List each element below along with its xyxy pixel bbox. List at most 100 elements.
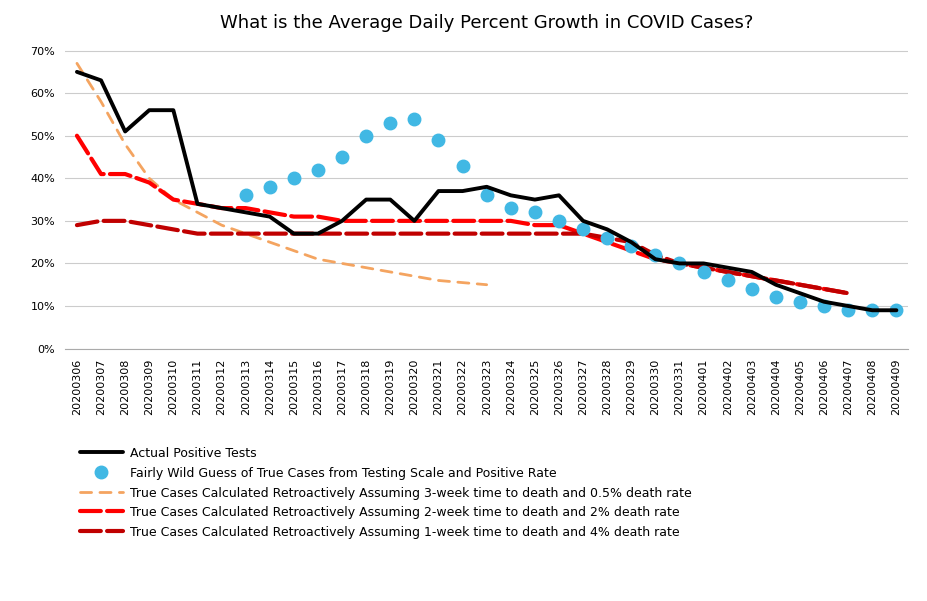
True Cases Calculated Retroactively Assuming 1-week time to death and 4% death rate: [698, 264, 709, 271]
Fairly Wild Guess of True Cases from Testing Scale and Positive Rate: [409, 115, 420, 123]
Actual Positive Tests: [746, 268, 757, 275]
Actual Positive Tests: [578, 217, 589, 224]
Actual Positive Tests: [385, 196, 396, 203]
True Cases Calculated Retroactively Assuming 1-week time to death and 4% death rate: [505, 230, 516, 237]
True Cases Calculated Retroactively Assuming 2-week time to death and 2% death rate: [626, 247, 637, 254]
True Cases Calculated Retroactively Assuming 3-week time to death and 0.5% death rate: [361, 264, 372, 271]
True Cases Calculated Retroactively Assuming 3-week time to death and 0.5% death rate: [288, 247, 299, 254]
True Cases Calculated Retroactively Assuming 3-week time to death and 0.5% death rate: [312, 255, 324, 263]
True Cases Calculated Retroactively Assuming 1-week time to death and 4% death rate: [481, 230, 492, 237]
True Cases Calculated Retroactively Assuming 1-week time to death and 4% death rate: [674, 260, 685, 267]
True Cases Calculated Retroactively Assuming 3-week time to death and 0.5% death rate: [240, 230, 251, 237]
True Cases Calculated Retroactively Assuming 1-week time to death and 4% death rate: [192, 230, 203, 237]
True Cases Calculated Retroactively Assuming 1-week time to death and 4% death rate: [71, 222, 83, 229]
Actual Positive Tests: [337, 217, 348, 224]
True Cases Calculated Retroactively Assuming 2-week time to death and 2% death rate: [312, 213, 324, 220]
True Cases Calculated Retroactively Assuming 2-week time to death and 2% death rate: [746, 273, 757, 280]
True Cases Calculated Retroactively Assuming 2-week time to death and 2% death rate: [794, 281, 806, 288]
Actual Positive Tests: [168, 106, 179, 114]
True Cases Calculated Retroactively Assuming 3-week time to death and 0.5% death rate: [192, 209, 203, 216]
Legend: Actual Positive Tests, Fairly Wild Guess of True Cases from Testing Scale and Po: Actual Positive Tests, Fairly Wild Guess…: [80, 447, 692, 539]
Fairly Wild Guess of True Cases from Testing Scale and Positive Rate: [843, 307, 854, 314]
Line: Fairly Wild Guess of True Cases from Testing Scale and Positive Rate: Fairly Wild Guess of True Cases from Tes…: [239, 112, 903, 317]
Actual Positive Tests: [602, 226, 613, 233]
True Cases Calculated Retroactively Assuming 2-week time to death and 2% death rate: [674, 260, 685, 267]
True Cases Calculated Retroactively Assuming 2-week time to death and 2% death rate: [457, 217, 468, 224]
Fairly Wild Guess of True Cases from Testing Scale and Positive Rate: [457, 162, 468, 169]
Actual Positive Tests: [144, 106, 155, 114]
Fairly Wild Guess of True Cases from Testing Scale and Positive Rate: [288, 175, 299, 182]
True Cases Calculated Retroactively Assuming 3-week time to death and 0.5% death rate: [481, 281, 492, 288]
True Cases Calculated Retroactively Assuming 1-week time to death and 4% death rate: [578, 230, 589, 237]
True Cases Calculated Retroactively Assuming 1-week time to death and 4% death rate: [819, 285, 830, 293]
True Cases Calculated Retroactively Assuming 3-week time to death and 0.5% death rate: [95, 98, 107, 105]
Actual Positive Tests: [433, 188, 444, 195]
Fairly Wild Guess of True Cases from Testing Scale and Positive Rate: [746, 285, 757, 293]
Fairly Wild Guess of True Cases from Testing Scale and Positive Rate: [337, 153, 348, 160]
Actual Positive Tests: [312, 230, 324, 237]
Fairly Wild Guess of True Cases from Testing Scale and Positive Rate: [553, 217, 565, 224]
Fairly Wild Guess of True Cases from Testing Scale and Positive Rate: [794, 298, 806, 305]
True Cases Calculated Retroactively Assuming 1-week time to death and 4% death rate: [553, 230, 565, 237]
True Cases Calculated Retroactively Assuming 2-week time to death and 2% death rate: [481, 217, 492, 224]
True Cases Calculated Retroactively Assuming 1-week time to death and 4% death rate: [529, 230, 540, 237]
True Cases Calculated Retroactively Assuming 2-week time to death and 2% death rate: [120, 171, 131, 178]
Actual Positive Tests: [457, 188, 468, 195]
Actual Positive Tests: [674, 260, 685, 267]
Actual Positive Tests: [867, 307, 878, 314]
True Cases Calculated Retroactively Assuming 3-week time to death and 0.5% death rate: [457, 279, 468, 286]
True Cases Calculated Retroactively Assuming 1-week time to death and 4% death rate: [240, 230, 251, 237]
Actual Positive Tests: [843, 302, 854, 310]
Actual Positive Tests: [95, 77, 107, 84]
True Cases Calculated Retroactively Assuming 1-week time to death and 4% death rate: [626, 239, 637, 246]
True Cases Calculated Retroactively Assuming 2-week time to death and 2% death rate: [819, 285, 830, 293]
True Cases Calculated Retroactively Assuming 1-week time to death and 4% death rate: [361, 230, 372, 237]
Line: True Cases Calculated Retroactively Assuming 3-week time to death and 0.5% death rate: True Cases Calculated Retroactively Assu…: [77, 63, 487, 285]
True Cases Calculated Retroactively Assuming 1-week time to death and 4% death rate: [385, 230, 396, 237]
Actual Positive Tests: [819, 298, 830, 305]
True Cases Calculated Retroactively Assuming 2-week time to death and 2% death rate: [553, 222, 565, 229]
True Cases Calculated Retroactively Assuming 3-week time to death and 0.5% death rate: [264, 239, 275, 246]
Fairly Wild Guess of True Cases from Testing Scale and Positive Rate: [433, 136, 444, 144]
Actual Positive Tests: [120, 128, 131, 135]
True Cases Calculated Retroactively Assuming 2-week time to death and 2% death rate: [409, 217, 420, 224]
True Cases Calculated Retroactively Assuming 1-week time to death and 4% death rate: [650, 251, 661, 258]
True Cases Calculated Retroactively Assuming 2-week time to death and 2% death rate: [216, 204, 227, 212]
True Cases Calculated Retroactively Assuming 1-week time to death and 4% death rate: [144, 222, 155, 229]
Fairly Wild Guess of True Cases from Testing Scale and Positive Rate: [361, 132, 372, 139]
True Cases Calculated Retroactively Assuming 3-week time to death and 0.5% death rate: [120, 141, 131, 148]
True Cases Calculated Retroactively Assuming 3-week time to death and 0.5% death rate: [216, 222, 227, 229]
Actual Positive Tests: [192, 200, 203, 207]
Actual Positive Tests: [288, 230, 299, 237]
True Cases Calculated Retroactively Assuming 2-week time to death and 2% death rate: [337, 217, 348, 224]
True Cases Calculated Retroactively Assuming 1-week time to death and 4% death rate: [746, 273, 757, 280]
Actual Positive Tests: [722, 264, 733, 271]
Fairly Wild Guess of True Cases from Testing Scale and Positive Rate: [602, 234, 613, 242]
Actual Positive Tests: [529, 196, 540, 203]
True Cases Calculated Retroactively Assuming 1-week time to death and 4% death rate: [722, 268, 733, 275]
Title: What is the Average Daily Percent Growth in COVID Cases?: What is the Average Daily Percent Growth…: [220, 14, 754, 32]
True Cases Calculated Retroactively Assuming 1-week time to death and 4% death rate: [337, 230, 348, 237]
True Cases Calculated Retroactively Assuming 1-week time to death and 4% death rate: [264, 230, 275, 237]
Fairly Wild Guess of True Cases from Testing Scale and Positive Rate: [312, 166, 324, 173]
Fairly Wild Guess of True Cases from Testing Scale and Positive Rate: [650, 251, 661, 258]
Fairly Wild Guess of True Cases from Testing Scale and Positive Rate: [505, 204, 516, 212]
Fairly Wild Guess of True Cases from Testing Scale and Positive Rate: [819, 302, 830, 310]
True Cases Calculated Retroactively Assuming 1-week time to death and 4% death rate: [95, 217, 107, 224]
Fairly Wild Guess of True Cases from Testing Scale and Positive Rate: [264, 183, 275, 191]
Actual Positive Tests: [264, 213, 275, 220]
Fairly Wild Guess of True Cases from Testing Scale and Positive Rate: [867, 307, 878, 314]
Actual Positive Tests: [505, 192, 516, 199]
Actual Positive Tests: [71, 69, 83, 76]
True Cases Calculated Retroactively Assuming 2-week time to death and 2% death rate: [144, 179, 155, 186]
Actual Positive Tests: [891, 307, 902, 314]
True Cases Calculated Retroactively Assuming 3-week time to death and 0.5% death rate: [409, 273, 420, 280]
Actual Positive Tests: [770, 281, 781, 288]
Fairly Wild Guess of True Cases from Testing Scale and Positive Rate: [529, 209, 540, 216]
Fairly Wild Guess of True Cases from Testing Scale and Positive Rate: [891, 307, 902, 314]
True Cases Calculated Retroactively Assuming 1-week time to death and 4% death rate: [168, 226, 179, 233]
Actual Positive Tests: [626, 239, 637, 246]
True Cases Calculated Retroactively Assuming 2-week time to death and 2% death rate: [288, 213, 299, 220]
True Cases Calculated Retroactively Assuming 1-week time to death and 4% death rate: [409, 230, 420, 237]
True Cases Calculated Retroactively Assuming 1-week time to death and 4% death rate: [457, 230, 468, 237]
